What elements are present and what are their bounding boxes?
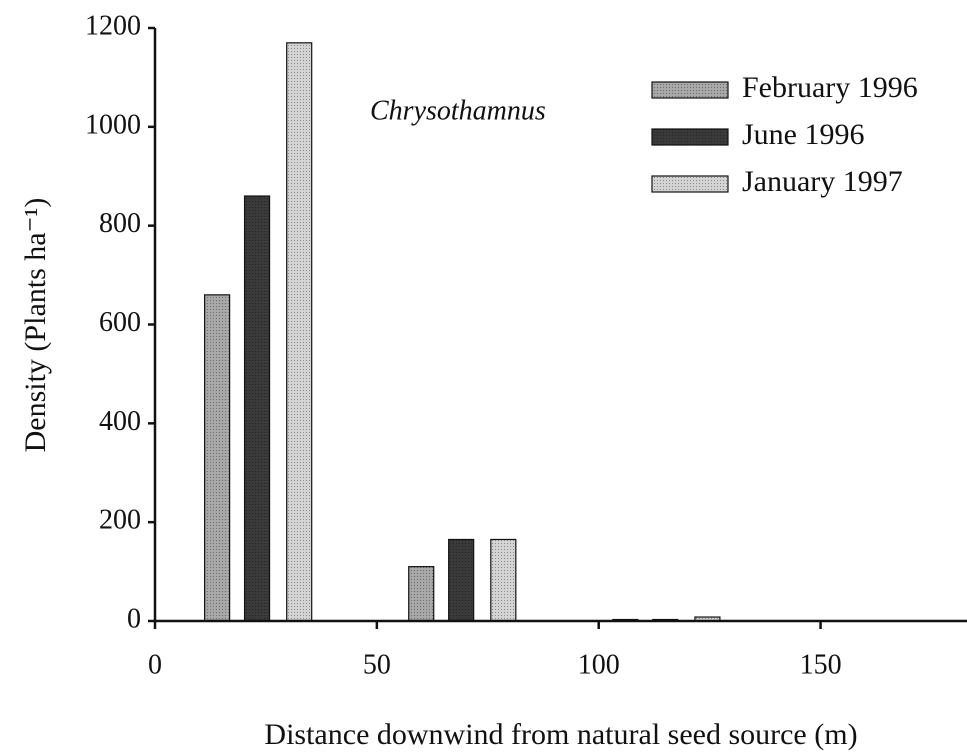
legend-texture (652, 129, 728, 145)
bar-texture (490, 539, 516, 621)
legend-texture (652, 82, 728, 98)
bar-texture (408, 566, 434, 621)
bar-texture (244, 196, 270, 621)
x-axis-label: Distance downwind from natural seed sour… (264, 718, 857, 751)
x-tick-label: 50 (363, 649, 391, 680)
x-tick-label: 0 (148, 649, 162, 680)
x-tick-label: 100 (578, 649, 620, 680)
bar-texture (448, 539, 474, 621)
y-tick-label: 1200 (85, 10, 141, 41)
annotation: Chrysothamnus (370, 95, 546, 126)
bar-texture (204, 294, 230, 621)
y-tick-label: 800 (99, 208, 141, 239)
legend-label: February 1996 (742, 71, 918, 104)
legend-texture (652, 176, 728, 192)
legend-label: January 1997 (742, 165, 903, 198)
y-tick-label: 200 (99, 505, 141, 536)
bar-texture (286, 42, 312, 621)
y-tick-label: 0 (127, 603, 141, 634)
bar-texture (694, 617, 720, 621)
x-tick-label: 150 (800, 649, 842, 680)
legend-label: June 1996 (742, 118, 865, 151)
y-tick-label: 400 (99, 406, 141, 437)
y-tick-label: 1000 (85, 109, 141, 140)
y-tick-label: 600 (99, 307, 141, 338)
y-axis-label: Density (Plants ha⁻¹) (19, 198, 52, 453)
